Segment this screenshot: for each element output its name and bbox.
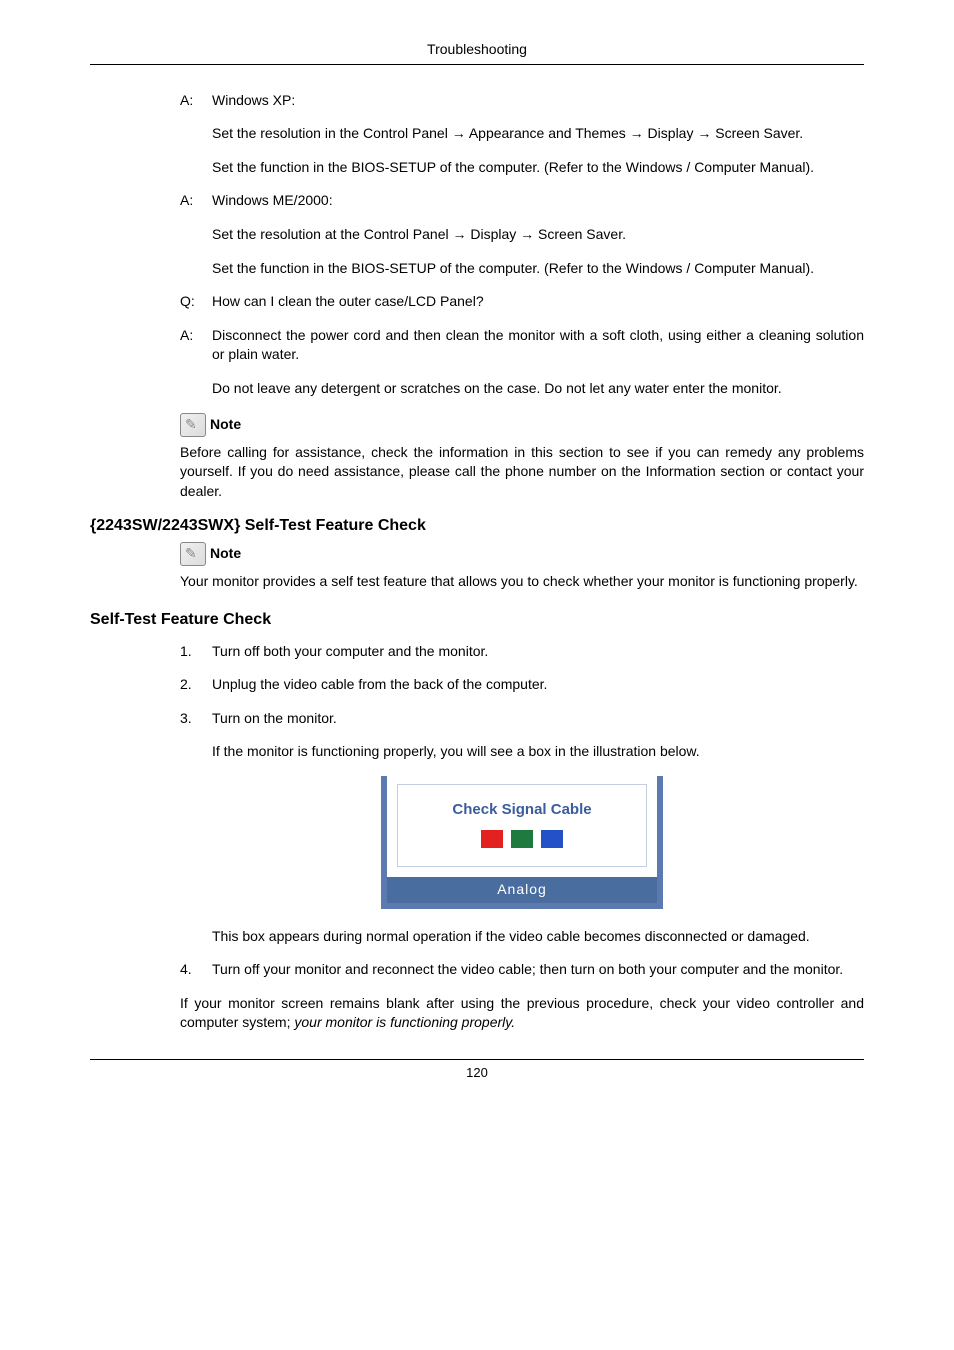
step-number: 2. [180,675,212,695]
qa-label: Q: [180,292,212,312]
square-red [481,830,503,848]
square-green [511,830,533,848]
closing-italic: your monitor is functioning properly. [294,1014,515,1030]
signal-bottom-label: Analog [387,877,657,903]
note-label: Note [210,415,241,435]
content-block: A:Windows XP: Set the resolution in the … [90,91,864,1033]
note-block: Note [180,413,864,437]
step-number: 1. [180,642,212,662]
signal-box: Check Signal Cable Analog [381,776,663,909]
qa-label [180,158,212,178]
signal-inner: Check Signal Cable [397,784,647,867]
note-icon [180,413,206,437]
signal-cable-figure: Check Signal Cable Analog [180,776,864,909]
note-text: Your monitor provides a self test featur… [180,572,864,592]
step-number [180,742,212,762]
signal-top [387,776,657,784]
closing-text: If your monitor screen remains blank aft… [180,994,864,1033]
section-subtitle: Self-Test Feature Check [90,609,864,631]
note-block: Note [180,542,864,566]
step-number [180,927,212,947]
step-text: This box appears during normal operation… [212,927,864,947]
step-text: Unplug the video cable from the back of … [212,675,864,695]
step-text: Turn off your monitor and reconnect the … [212,960,864,980]
square-blue [541,830,563,848]
header-rule [90,64,864,65]
qa-text: Set the function in the BIOS-SETUP of th… [212,158,864,178]
step-text: Turn on the monitor. [212,709,864,729]
qa-label: A: [180,191,212,211]
header-title: Troubleshooting [90,40,864,60]
step-number: 4. [180,960,212,980]
qa-text: How can I clean the outer case/LCD Panel… [212,292,864,312]
step-number: 3. [180,709,212,729]
note-icon [180,542,206,566]
qa-text: Set the function in the BIOS-SETUP of th… [212,259,864,279]
closing-plain: If your monitor screen remains blank aft… [180,995,864,1031]
qa-label [180,225,212,245]
qa-label [180,259,212,279]
qa-text: Disconnect the power cord and then clean… [212,326,864,365]
section-title: {2243SW/2243SWX} Self-Test Feature Check [90,515,864,537]
note-label: Note [210,544,241,564]
signal-squares [398,830,646,848]
footer-rule [90,1059,864,1060]
step-text: If the monitor is functioning properly, … [212,742,864,762]
step-text: Turn off both your computer and the moni… [212,642,864,662]
qa-text: Windows XP: [212,91,864,111]
qa-text: Windows ME/2000: [212,191,864,211]
page-number: 120 [90,1064,864,1082]
qa-label: A: [180,91,212,111]
signal-text: Check Signal Cable [398,799,646,820]
qa-label: A: [180,326,212,365]
qa-label [180,379,212,399]
note-text: Before calling for assistance, check the… [180,443,864,502]
qa-text: Set the resolution in the Control Panel … [212,124,864,144]
qa-text: Do not leave any detergent or scratches … [212,379,864,399]
qa-text: Set the resolution at the Control Panel … [212,225,864,245]
qa-label [180,124,212,144]
